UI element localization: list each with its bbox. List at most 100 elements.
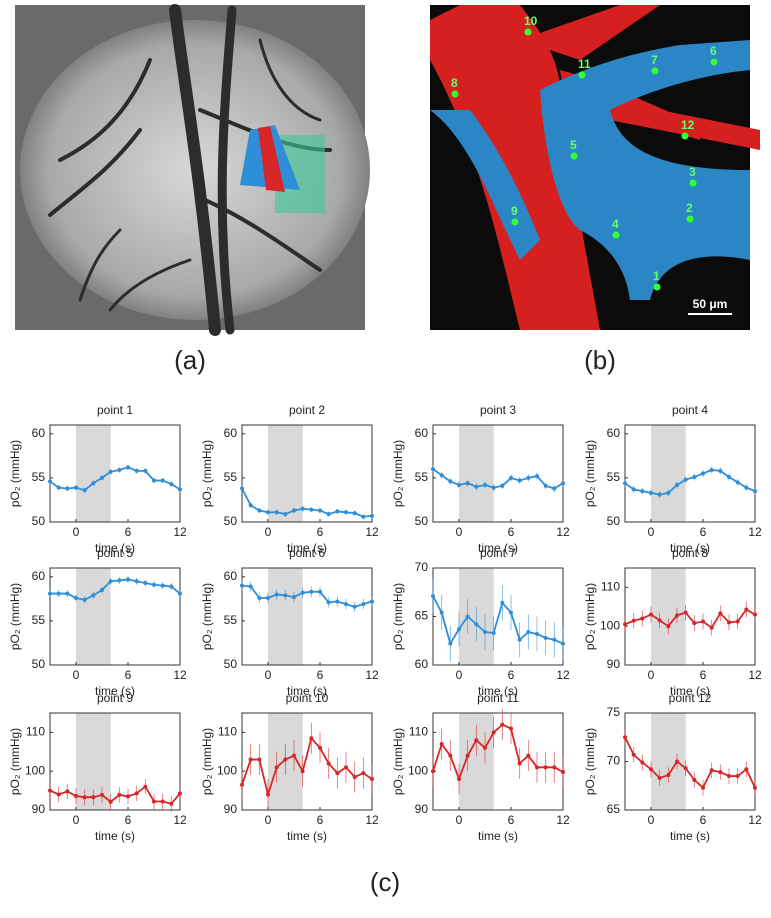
data-point	[675, 482, 679, 487]
data-point	[509, 475, 513, 480]
data-point	[483, 630, 487, 635]
data-point	[465, 481, 470, 486]
x-tick-label: 6	[508, 525, 515, 539]
marker-point	[686, 215, 694, 223]
subplot: point 5 time (s) pO₂ (mmHg) 0 6 12 50 55 60	[8, 546, 187, 698]
data-point	[352, 604, 357, 609]
x-tick-label: 0	[265, 525, 272, 539]
data-point	[100, 792, 104, 797]
subplot: point 2 time (s) pO₂ (mmHg) 0 6 12 50 55 60	[200, 403, 379, 555]
data-point	[126, 577, 130, 582]
data-point	[526, 475, 531, 480]
point-label: 8	[451, 76, 458, 90]
data-point	[666, 490, 671, 495]
plot-frame	[241, 424, 373, 523]
data-line	[49, 466, 181, 492]
y-axis-label: pO₂ (mmHg)	[8, 440, 22, 507]
data-point	[56, 485, 61, 490]
data-point	[543, 483, 548, 488]
data-point	[169, 801, 174, 806]
data-point	[108, 799, 113, 804]
x-tick-label: 0	[456, 813, 463, 827]
point-label: 4	[612, 217, 619, 231]
data-point	[326, 600, 331, 605]
x-tick-label: 6	[125, 813, 132, 827]
data-point	[640, 489, 645, 494]
data-point	[82, 488, 87, 493]
y-tick-label: 100	[25, 763, 45, 777]
data-point	[666, 773, 671, 778]
x-axis-label: time (s)	[670, 829, 710, 843]
marker-point	[612, 231, 620, 239]
data-point	[309, 589, 314, 594]
data-point	[552, 486, 557, 491]
y-tick-label: 50	[32, 514, 46, 528]
data-point	[152, 478, 156, 483]
x-tick-label: 6	[508, 813, 515, 827]
data-point	[91, 795, 96, 800]
point-label: 3	[689, 165, 696, 179]
y-tick-label: 65	[415, 609, 429, 623]
data-point	[361, 771, 366, 776]
x-tick-label: 6	[508, 668, 515, 682]
marker-point	[578, 71, 586, 79]
y-tick-label: 60	[32, 569, 46, 583]
subplot: point 10 time (s) pO₂ (mmHg) 0 6 12 90 100 110	[200, 691, 379, 843]
data-point	[500, 600, 505, 605]
data-line	[241, 584, 373, 608]
data-point	[683, 477, 688, 482]
data-point	[631, 487, 636, 492]
subplot: point 8 time (s) pO₂ (mmHg) 0 6 12 90 100 110	[583, 546, 762, 698]
stimulus-shade	[651, 425, 686, 522]
data-point	[248, 584, 253, 589]
data-point	[352, 775, 357, 780]
data-point	[292, 753, 296, 758]
marker-point	[689, 179, 697, 187]
point-label: 1	[653, 269, 660, 283]
point-label: 10	[524, 14, 538, 28]
data-point	[143, 580, 148, 585]
data-point	[718, 468, 723, 473]
y-tick-label: 55	[32, 613, 46, 627]
data-point	[509, 610, 513, 615]
data-point	[117, 467, 122, 472]
data-point	[431, 769, 435, 774]
data-point	[439, 473, 444, 478]
data-point	[509, 726, 513, 731]
data-point	[82, 795, 87, 800]
chart-title: point 10	[286, 691, 329, 705]
y-tick-label: 50	[415, 514, 429, 528]
data-point	[709, 768, 714, 773]
y-tick-label: 50	[607, 514, 621, 528]
data-point	[318, 589, 322, 594]
data-point	[74, 595, 78, 600]
point-label: 6	[710, 44, 717, 58]
data-point	[500, 722, 505, 727]
data-point	[117, 792, 122, 797]
data-point	[631, 618, 636, 623]
data-point	[683, 766, 688, 771]
data-point	[257, 757, 262, 762]
x-tick-label: 12	[748, 525, 762, 539]
y-axis-label: pO₂ (mmHg)	[200, 440, 214, 507]
x-tick-label: 6	[317, 813, 324, 827]
x-tick-label: 12	[365, 525, 379, 539]
y-tick-label: 60	[224, 426, 238, 440]
data-point	[727, 620, 731, 625]
data-line	[624, 608, 756, 630]
y-tick-label: 60	[415, 657, 429, 671]
data-point	[335, 771, 340, 776]
data-point	[74, 485, 78, 490]
data-point	[48, 788, 52, 793]
subplot: point 11 time (s) pO₂ (mmHg) 0 6 12 90 100 110	[391, 691, 570, 843]
data-point	[735, 480, 740, 485]
stimulus-shade	[76, 425, 111, 522]
data-point	[344, 510, 348, 515]
x-tick-label: 12	[748, 668, 762, 682]
x-tick-label: 12	[173, 668, 187, 682]
y-axis-label: pO₂ (mmHg)	[200, 583, 214, 650]
y-tick-label: 70	[607, 754, 621, 768]
x-axis-label: time (s)	[95, 541, 135, 555]
data-point	[309, 736, 314, 741]
data-point	[91, 593, 96, 598]
